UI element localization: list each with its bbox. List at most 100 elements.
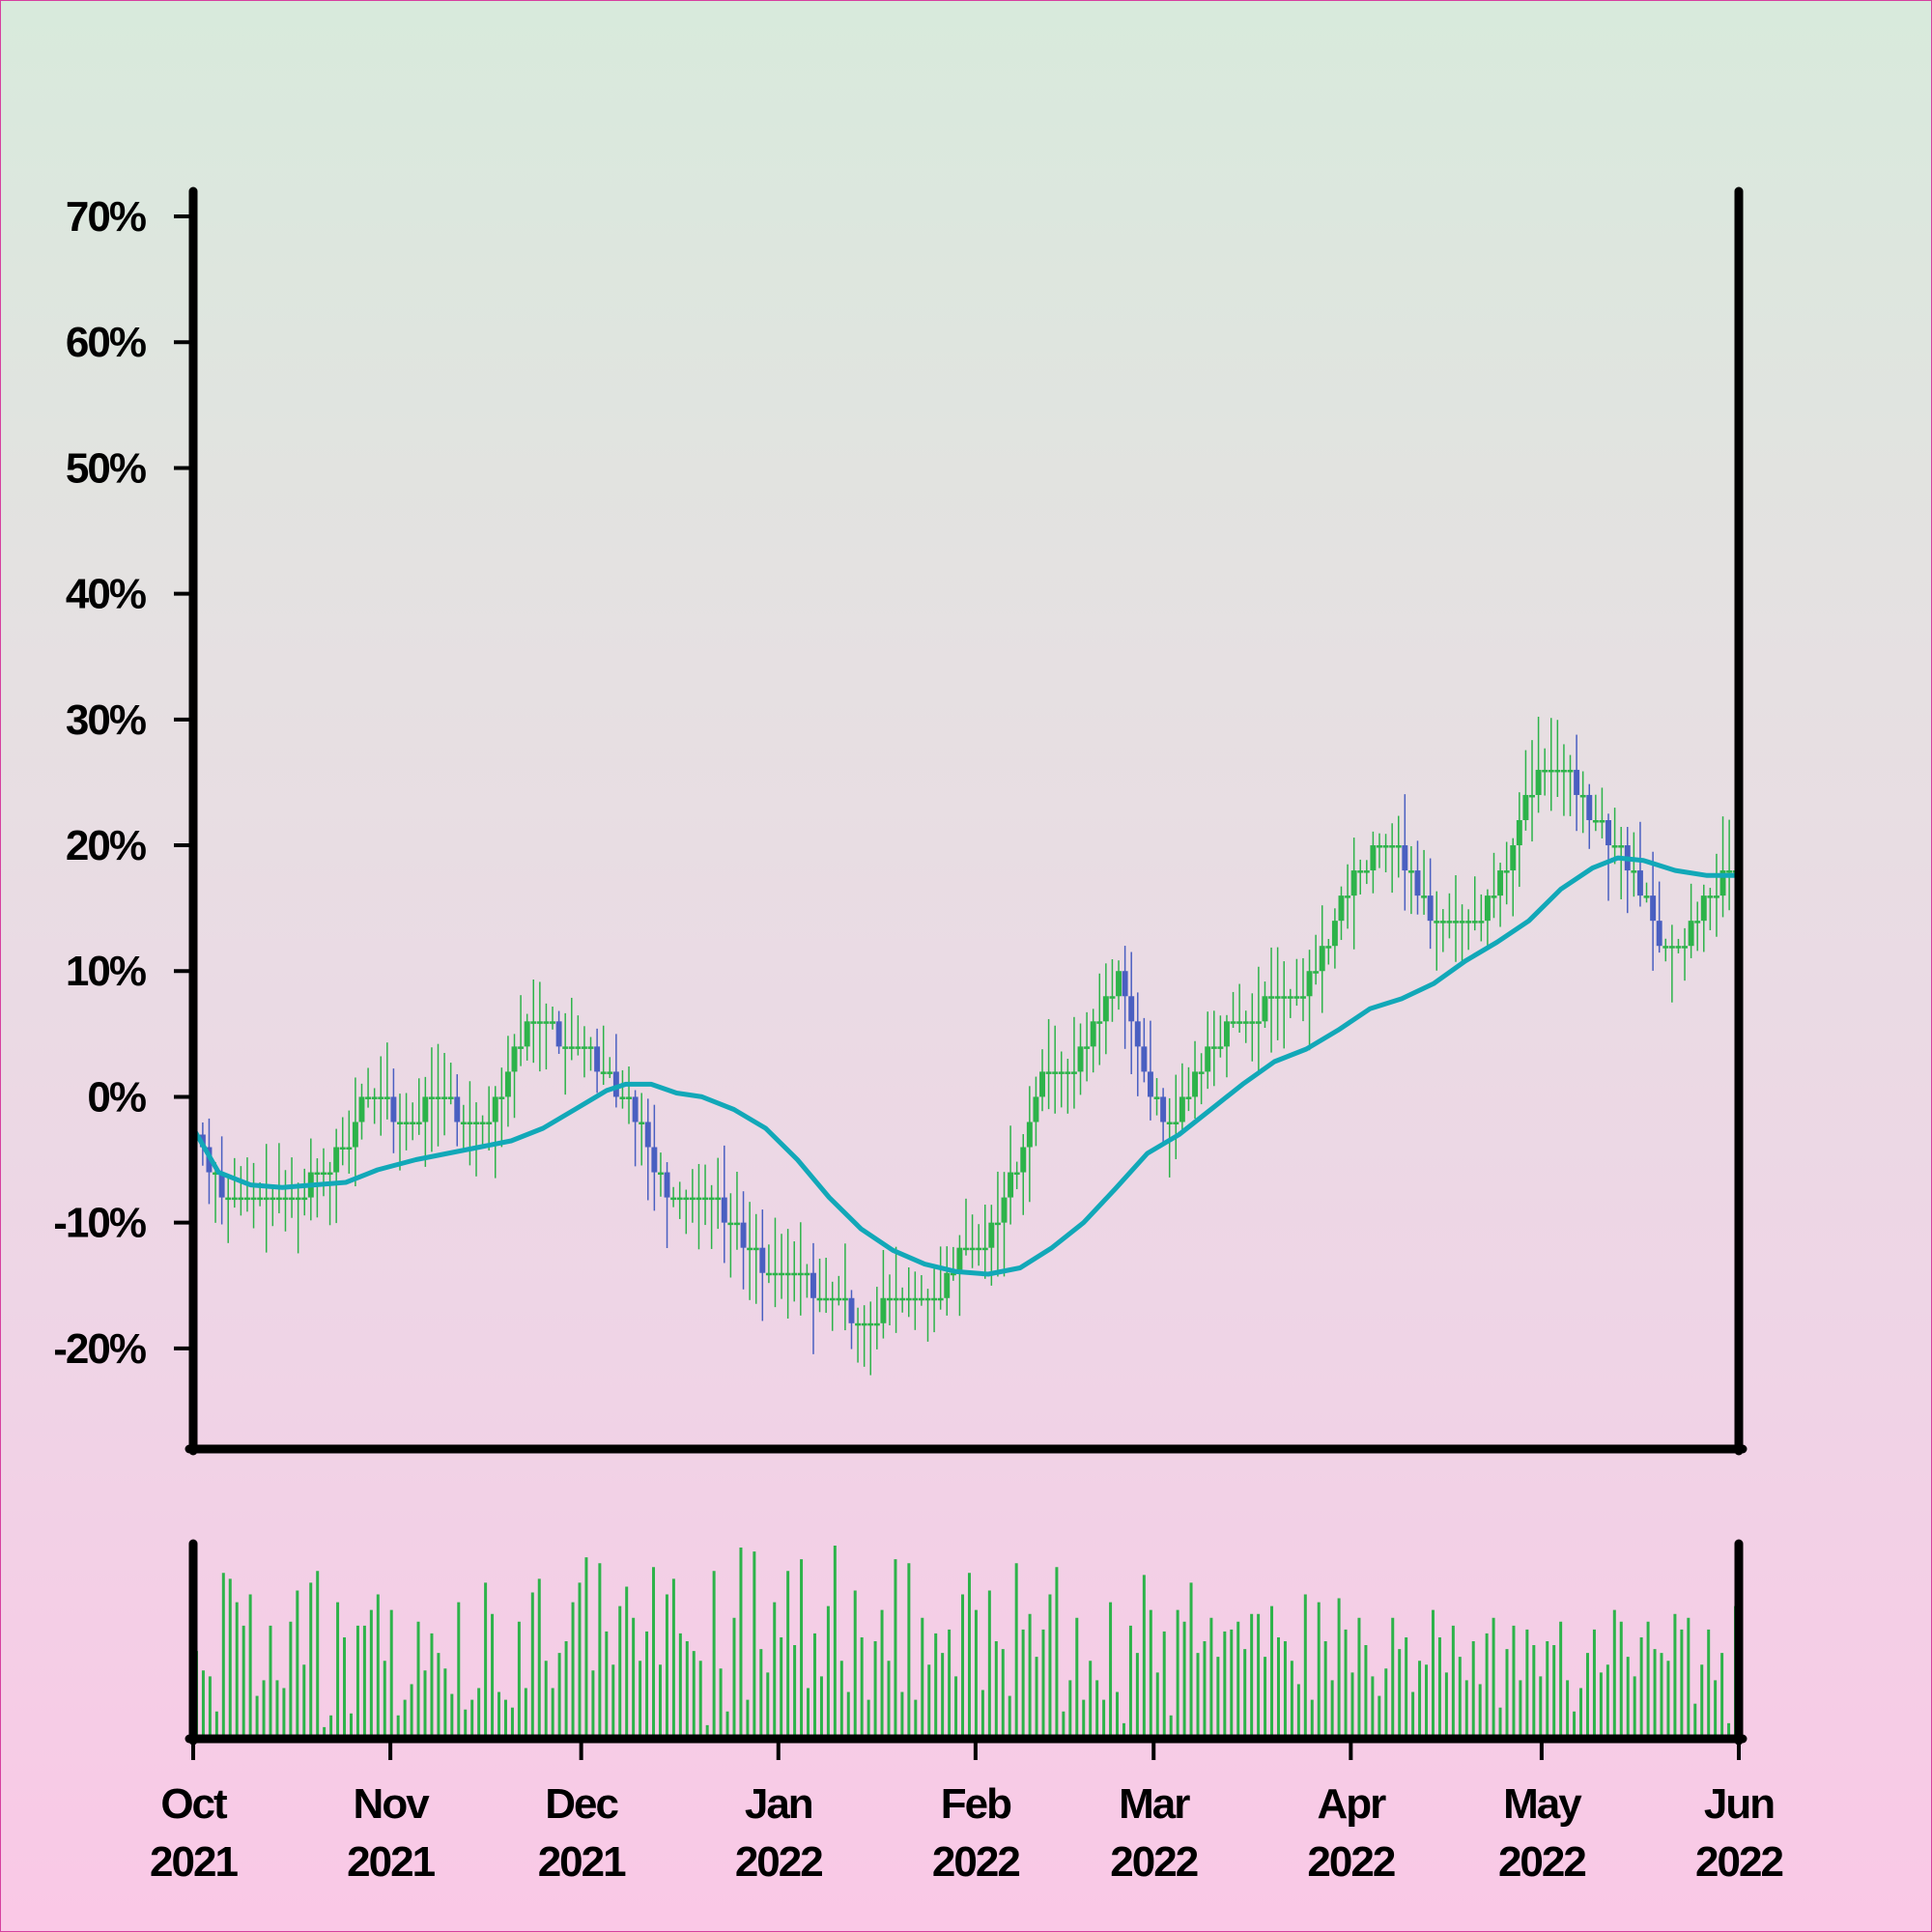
candle-body [1249, 1021, 1256, 1024]
candle-body [994, 1222, 1001, 1226]
candle-body [441, 1096, 448, 1099]
y-tick-label: -10% [53, 1200, 146, 1247]
candle-body [676, 1197, 683, 1201]
candle-body [981, 1247, 988, 1251]
candle-body [708, 1197, 715, 1201]
candle-body [1313, 971, 1320, 974]
y-axis-ticks: -20% -10% 0% 10% 20% 30% 40% 50% 60% 70% [53, 193, 193, 1373]
candle-body [1510, 845, 1517, 871]
candle-body [664, 1172, 670, 1198]
candle-body [1592, 820, 1599, 823]
candle-body [536, 1021, 543, 1024]
y-tick-label: -20% [53, 1325, 146, 1373]
candle-body [1230, 1021, 1236, 1024]
candle-body [289, 1197, 296, 1201]
candle-body [976, 1247, 982, 1251]
candle-body [473, 1122, 479, 1124]
candle-body [1268, 996, 1275, 999]
candle-body [460, 1122, 467, 1124]
candle-body [1345, 895, 1351, 898]
candle-body [397, 1122, 403, 1124]
candle-body [696, 1197, 702, 1201]
candle-body [498, 1096, 505, 1099]
candle-body [1407, 870, 1414, 873]
candle-body [263, 1197, 270, 1201]
candle-body [314, 1172, 321, 1176]
candle-body [511, 1046, 518, 1072]
candle-body [734, 1222, 740, 1226]
candle-body [1478, 921, 1485, 923]
candle-body [657, 1172, 664, 1176]
x-axis-ticks: Oct 2021 Nov 2021 Dec 2021 Jan 2022 Feb 2022 Mar 20… [150, 1739, 1784, 1886]
candle-body [1128, 996, 1135, 1022]
candle-body [1618, 845, 1625, 848]
candle-body [1548, 769, 1554, 773]
candle-body [550, 1021, 555, 1024]
candle-body [1300, 996, 1306, 999]
candle-body [721, 1197, 727, 1223]
candle-body [365, 1096, 372, 1099]
candle-body [1497, 870, 1504, 896]
candle-body [1719, 870, 1726, 896]
candle-body [390, 1096, 397, 1122]
candle-body [1116, 971, 1122, 997]
candle-body [1001, 1197, 1008, 1223]
candle-body [543, 1021, 550, 1024]
x-tick-month-label: Apr [1317, 1780, 1386, 1828]
candle-body [887, 1297, 893, 1301]
candle-body [504, 1071, 511, 1097]
candle-body [1453, 921, 1459, 923]
candle-body [797, 1272, 804, 1276]
candle-body [1421, 895, 1428, 898]
candle-body [524, 1021, 530, 1047]
candle-body [447, 1096, 454, 1099]
x-tick-year-label: 2022 [1695, 1838, 1782, 1886]
candle-body [1726, 870, 1733, 873]
candle-body [1439, 921, 1446, 923]
candle-body [600, 1071, 607, 1074]
candle-body [1605, 820, 1611, 846]
x-tick-month-label: Mar [1119, 1780, 1190, 1828]
candle-body [1471, 921, 1478, 923]
candle-body [759, 1247, 766, 1273]
candle-body [410, 1122, 416, 1124]
y-tick-label: 20% [66, 822, 146, 869]
candle-body [384, 1096, 390, 1099]
candle-body [988, 1222, 995, 1248]
candle-body [836, 1297, 842, 1301]
candle-body [321, 1172, 327, 1176]
candle-body [467, 1122, 473, 1124]
candle-body [727, 1222, 734, 1226]
candle-body [1650, 895, 1657, 922]
candle-body [1141, 1046, 1148, 1072]
candle-body [1262, 996, 1268, 1022]
candle-body [1579, 794, 1586, 798]
candle-body [275, 1197, 282, 1201]
candle-body [1636, 870, 1643, 896]
candle-body [295, 1197, 301, 1201]
candle-body [1306, 971, 1313, 997]
y-tick-label: 50% [66, 444, 146, 492]
candle-body [435, 1096, 441, 1099]
candle-body [257, 1197, 264, 1201]
candle-body [1096, 1021, 1103, 1024]
candle-body [810, 1272, 816, 1298]
candle-body [1560, 769, 1567, 773]
candle-body [1675, 946, 1682, 949]
y-tick-label: 40% [66, 571, 146, 618]
candle-body [1160, 1096, 1167, 1122]
candle-body [1077, 1046, 1084, 1072]
candle-body [905, 1297, 912, 1301]
candle-body [1147, 1071, 1153, 1097]
candle-body [244, 1197, 250, 1201]
candle-body [765, 1272, 772, 1276]
candle-body [231, 1197, 238, 1201]
candle-body [1434, 921, 1440, 923]
candle-body [791, 1272, 798, 1276]
candle-body [873, 1322, 880, 1326]
candle-body [1223, 1021, 1230, 1047]
y-tick-label: 30% [66, 696, 146, 744]
candle-body [1192, 1071, 1198, 1097]
candle-body [492, 1096, 498, 1122]
